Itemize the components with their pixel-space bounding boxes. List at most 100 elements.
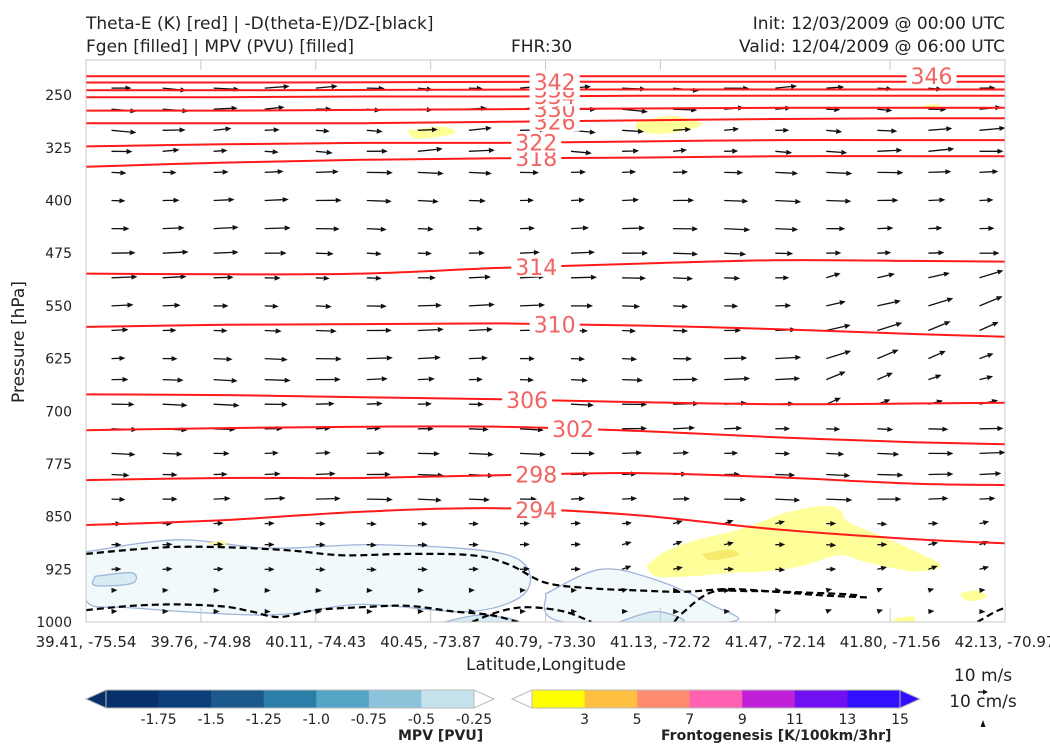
wind-vector bbox=[417, 355, 441, 361]
wind-vector bbox=[162, 169, 177, 176]
wind-vector bbox=[417, 198, 439, 204]
wind-vector bbox=[877, 322, 903, 332]
wind-vector bbox=[622, 197, 640, 203]
wind-vector bbox=[775, 376, 801, 382]
wind-vector bbox=[111, 170, 127, 176]
wind-vector bbox=[417, 170, 444, 176]
fgen-colorbar-tick-6: 15 bbox=[891, 712, 909, 728]
wind-vector bbox=[264, 149, 279, 155]
wind-vector bbox=[264, 105, 285, 111]
wind-vector bbox=[264, 275, 281, 281]
wind-vector bbox=[622, 250, 649, 256]
wind-vector bbox=[417, 302, 442, 308]
mpv-colorbar-segment bbox=[368, 690, 422, 708]
wind-vector bbox=[315, 521, 326, 527]
x-tick-7: 41.80, -71.56 bbox=[840, 633, 941, 651]
mpv-colorbar-tick-5: -0.5 bbox=[408, 712, 435, 728]
wind-vector bbox=[775, 520, 785, 526]
wind-vector bbox=[826, 300, 846, 307]
wind-vector bbox=[468, 302, 495, 308]
wind-vector bbox=[417, 426, 434, 432]
mpv-region-3 bbox=[444, 614, 520, 622]
wind-vector bbox=[877, 521, 888, 527]
mpv-colorbar: -1.75 -1.5 -1.25 -1.0 -0.75 -0.5 -0.25 bbox=[84, 689, 496, 728]
fgen-colorbar-segment bbox=[637, 690, 691, 708]
wind-vector bbox=[571, 587, 577, 593]
wind-vector bbox=[519, 249, 540, 256]
wind-vector bbox=[315, 128, 330, 134]
wind-vector bbox=[928, 350, 946, 360]
fgen-colorbar-extend-high bbox=[899, 689, 922, 709]
wind-vector bbox=[213, 126, 232, 132]
wind-vector bbox=[724, 275, 741, 281]
y-tick-325: 325 bbox=[45, 141, 72, 157]
wind-vector bbox=[213, 328, 228, 334]
wind-vector bbox=[724, 227, 751, 233]
fgen-region-6 bbox=[893, 616, 916, 622]
wind-vector bbox=[775, 303, 792, 309]
wind-vector bbox=[315, 84, 338, 90]
wind-vector bbox=[213, 303, 229, 309]
wind-vector bbox=[775, 250, 794, 257]
y-tick-400: 400 bbox=[45, 194, 72, 210]
wind-vector bbox=[264, 542, 275, 548]
wind-vector bbox=[979, 250, 1000, 256]
wind-vector bbox=[673, 226, 699, 232]
wind-vector bbox=[622, 303, 641, 309]
wind-vector bbox=[366, 450, 385, 456]
fgen-colorbar: 3 5 7 9 11 13 15 bbox=[510, 689, 922, 728]
mpv-colorbar-segment bbox=[158, 690, 212, 708]
mpv-colorbar-label: MPV [PVU] bbox=[398, 728, 484, 744]
wind-vector bbox=[724, 496, 747, 502]
dtheta-dz-contours bbox=[86, 545, 1005, 622]
wind-vector bbox=[366, 608, 373, 615]
wind-vector bbox=[775, 472, 796, 478]
wind-vector bbox=[724, 148, 739, 154]
x-axis-title: Latitude,Longitude bbox=[466, 655, 626, 675]
wind-vector bbox=[162, 225, 185, 231]
mpv-colorbar-segment bbox=[263, 690, 317, 708]
wind-vector bbox=[315, 542, 326, 548]
wind-vector bbox=[622, 356, 638, 362]
fgen-colorbar-segment bbox=[689, 690, 743, 708]
wind-vector bbox=[468, 426, 489, 432]
wind-vector bbox=[673, 275, 694, 282]
wind-vector bbox=[468, 250, 485, 256]
wind-vector bbox=[622, 169, 637, 175]
wind-vector bbox=[622, 520, 632, 526]
fgen-colorbar-frame bbox=[531, 689, 901, 709]
wind-vector bbox=[468, 587, 475, 593]
theta-e-label-bg-306 bbox=[502, 389, 553, 410]
plot-frame bbox=[85, 59, 1006, 623]
mpv-colorbar-tick-0: -1.75 bbox=[140, 712, 176, 728]
wind-vector bbox=[877, 225, 894, 231]
wind-vector bbox=[775, 542, 786, 548]
wind-vector bbox=[826, 149, 848, 155]
wind-vector bbox=[979, 608, 986, 615]
wind-vector bbox=[979, 269, 1004, 279]
wind-vector bbox=[724, 608, 731, 615]
wind-vector bbox=[826, 371, 846, 381]
theta-e-label-302: 302 bbox=[552, 418, 594, 443]
wind-vector bbox=[724, 327, 742, 333]
theta-e-label-294: 294 bbox=[515, 499, 557, 524]
wind-vector bbox=[520, 521, 530, 527]
y-tick-700: 700 bbox=[45, 404, 72, 420]
wind-vector bbox=[315, 401, 335, 407]
fgen-colorbar-tick-3: 9 bbox=[738, 712, 747, 728]
wind-vector bbox=[979, 587, 986, 593]
wind-vector bbox=[877, 496, 902, 502]
dtheta-dz-contour-0 bbox=[86, 545, 868, 599]
wind-vector bbox=[111, 327, 129, 333]
reference-vector-label-2: 10 cm/s bbox=[949, 692, 1017, 712]
wind-vector bbox=[622, 275, 647, 281]
wind-vector bbox=[315, 226, 340, 232]
theta-e-label-bg-302 bbox=[548, 418, 599, 439]
wind-vector bbox=[162, 327, 177, 333]
wind-vector bbox=[570, 225, 589, 231]
wind-vector bbox=[622, 496, 638, 502]
fgen-colorbar-segment bbox=[742, 690, 796, 708]
wind-vector bbox=[724, 376, 751, 382]
wind-vector bbox=[213, 450, 230, 457]
wind-vector bbox=[724, 303, 739, 309]
